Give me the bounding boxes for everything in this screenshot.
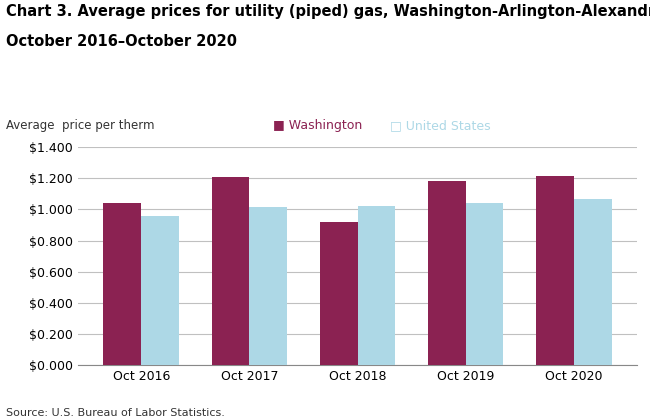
Bar [428,181,465,365]
Bar [574,199,612,365]
Bar [536,176,574,365]
Text: Source: U.S. Bureau of Labor Statistics.: Source: U.S. Bureau of Labor Statistics. [6,408,226,418]
Bar [320,222,358,365]
Text: ■ Washington: ■ Washington [273,119,362,132]
Bar [465,203,504,365]
Text: Chart 3. Average prices for utility (piped) gas, Washington-Arlington-Alexandria: Chart 3. Average prices for utility (pip… [6,4,650,19]
Bar [211,177,250,365]
Bar [250,207,287,365]
Text: Average  price per therm: Average price per therm [6,119,155,132]
Text: October 2016–October 2020: October 2016–October 2020 [6,34,237,49]
Bar [358,206,395,365]
Bar [141,215,179,365]
Text: □ United States: □ United States [390,119,491,132]
Bar [103,203,141,365]
